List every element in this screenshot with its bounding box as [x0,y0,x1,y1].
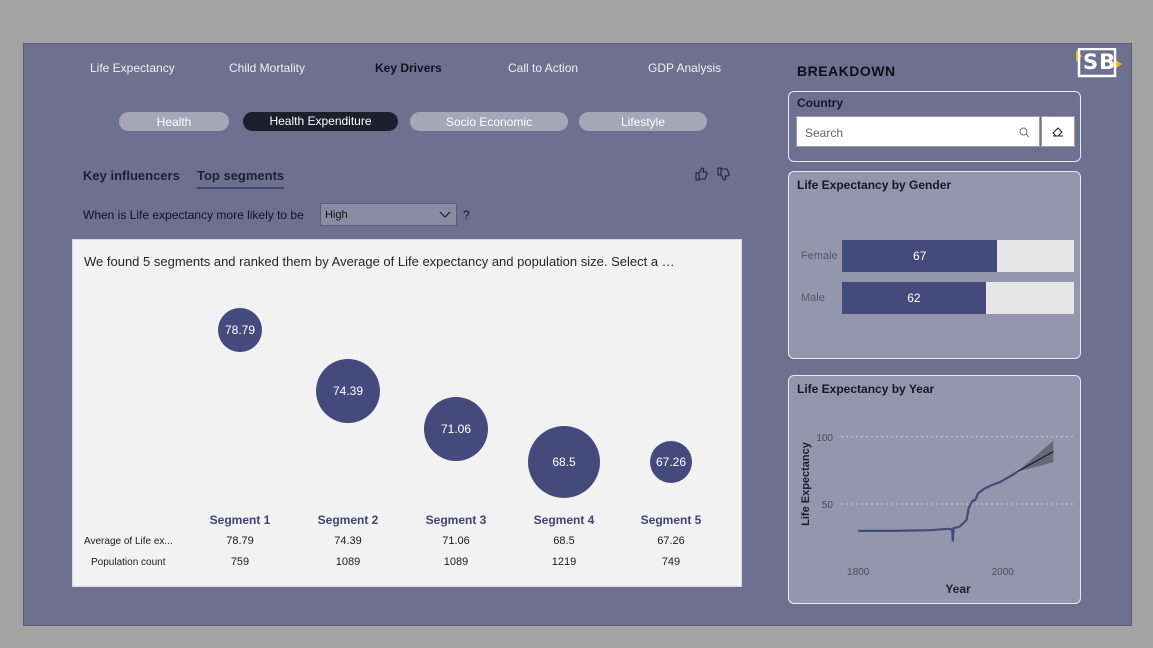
segment-bubble[interactable]: 78.79 [218,308,262,352]
nav-link-gdp-analysis[interactable]: GDP Analysis [648,61,722,75]
target-value-text: High [325,209,348,221]
logo-text: SB [1083,50,1117,74]
segment-label[interactable]: Segment 3 [425,513,487,527]
pill-health[interactable]: Health [119,112,229,131]
breakdown-title: BREAKDOWN [797,63,896,79]
life-expectancy-line [858,470,1018,542]
tab-key-influencers[interactable]: Key influencers [83,168,180,183]
forecast-line [1016,451,1054,473]
row-label-average: Average of Life ex... [84,536,173,547]
clear-selection-button[interactable] [1041,116,1075,147]
year-chart-title: Life Expectancy by Year [797,382,935,396]
segment-bubble[interactable]: 68.5 [528,426,600,498]
segment-population-cell: 759 [230,556,250,568]
segment-population-cell: 1089 [335,556,361,568]
gender-bar-track: 62 [842,282,1074,314]
gender-chart-card: Life Expectancy by Gender Female 67 Male 62 [788,171,1081,359]
nav-link-life-expectancy[interactable]: Life Expectancy [90,61,175,75]
segment-label[interactable]: Segment 1 [209,513,271,527]
thumbs-down-icon[interactable] [716,167,730,181]
y-axis-title: Life Expectancy [800,441,812,526]
logo-mark [1076,47,1122,78]
question-mark: ? [463,208,470,222]
segment-average-cell: 71.06 [442,535,470,547]
segment-average-cell: 67.26 [657,535,685,547]
search-icon [1019,127,1030,138]
top-segments-panel: We found 5 segments and ranked them by A… [72,239,742,587]
forecast-band [1017,440,1054,472]
segment-label[interactable]: Segment 4 [533,513,595,527]
gender-chart-title: Life Expectancy by Gender [797,178,952,192]
gender-bar-female[interactable]: 67 [842,240,998,272]
eraser-icon [1052,126,1063,136]
y-tick-label: 100 [816,433,833,444]
brand-logo: SB [1076,47,1122,78]
target-value-dropdown[interactable]: High [320,203,457,226]
tab-top-segments[interactable]: Top segments [197,168,285,189]
question-text: When is Life expectancy more likely to b… [83,208,304,222]
gender-bar-male[interactable]: 62 [842,282,986,314]
nav-link-child-mortality[interactable]: Child Mortality [229,61,306,75]
segments-description: We found 5 segments and ranked them by A… [84,254,675,269]
row-label-population: Population count [91,557,166,568]
gender-label-male: Male [801,292,825,304]
country-filter-title: Country [797,96,843,110]
segment-population-cell: 1219 [551,556,577,568]
y-tick-label: 50 [822,500,834,511]
pill-socio-economic[interactable]: Socio Economic [410,112,568,131]
thumbs-up-icon[interactable] [694,167,708,181]
x-axis-title: Year [945,582,971,596]
year-line-chart: 50 100 1800 2000 Year Life Expectancy [800,433,1075,596]
nav-link-call-to-action[interactable]: Call to Action [508,61,579,75]
country-search-input[interactable]: Search [796,116,1040,147]
pill-lifestyle[interactable]: Lifestyle [579,112,707,131]
year-chart-card: Life Expectancy by Year 50 100 1800 2000 Yea… [788,375,1081,604]
segment-bubble[interactable]: 74.39 [316,359,380,423]
gender-bar-track: 67 [842,240,1074,272]
segment-bubble[interactable]: 71.06 [424,397,488,461]
search-placeholder: Search [805,126,844,140]
country-filter-card: Country Search [788,91,1081,162]
x-tick-label: 1800 [847,567,870,578]
segment-population-cell: 749 [661,556,681,568]
segment-average-cell: 68.5 [553,535,575,547]
chevron-down-icon [439,211,451,218]
segment-average-cell: 74.39 [334,535,362,547]
x-tick-label: 2000 [992,567,1015,578]
segment-label[interactable]: Segment 5 [640,513,702,527]
gender-label-female: Female [801,250,838,262]
segment-label[interactable]: Segment 2 [317,513,379,527]
segment-population-cell: 1089 [443,556,469,568]
pill-health-expenditure[interactable]: Health Expenditure [243,112,398,131]
segment-bubble[interactable]: 67.26 [650,441,692,483]
segment-average-cell: 78.79 [226,535,254,547]
nav-link-key-drivers[interactable]: Key Drivers [375,61,442,75]
